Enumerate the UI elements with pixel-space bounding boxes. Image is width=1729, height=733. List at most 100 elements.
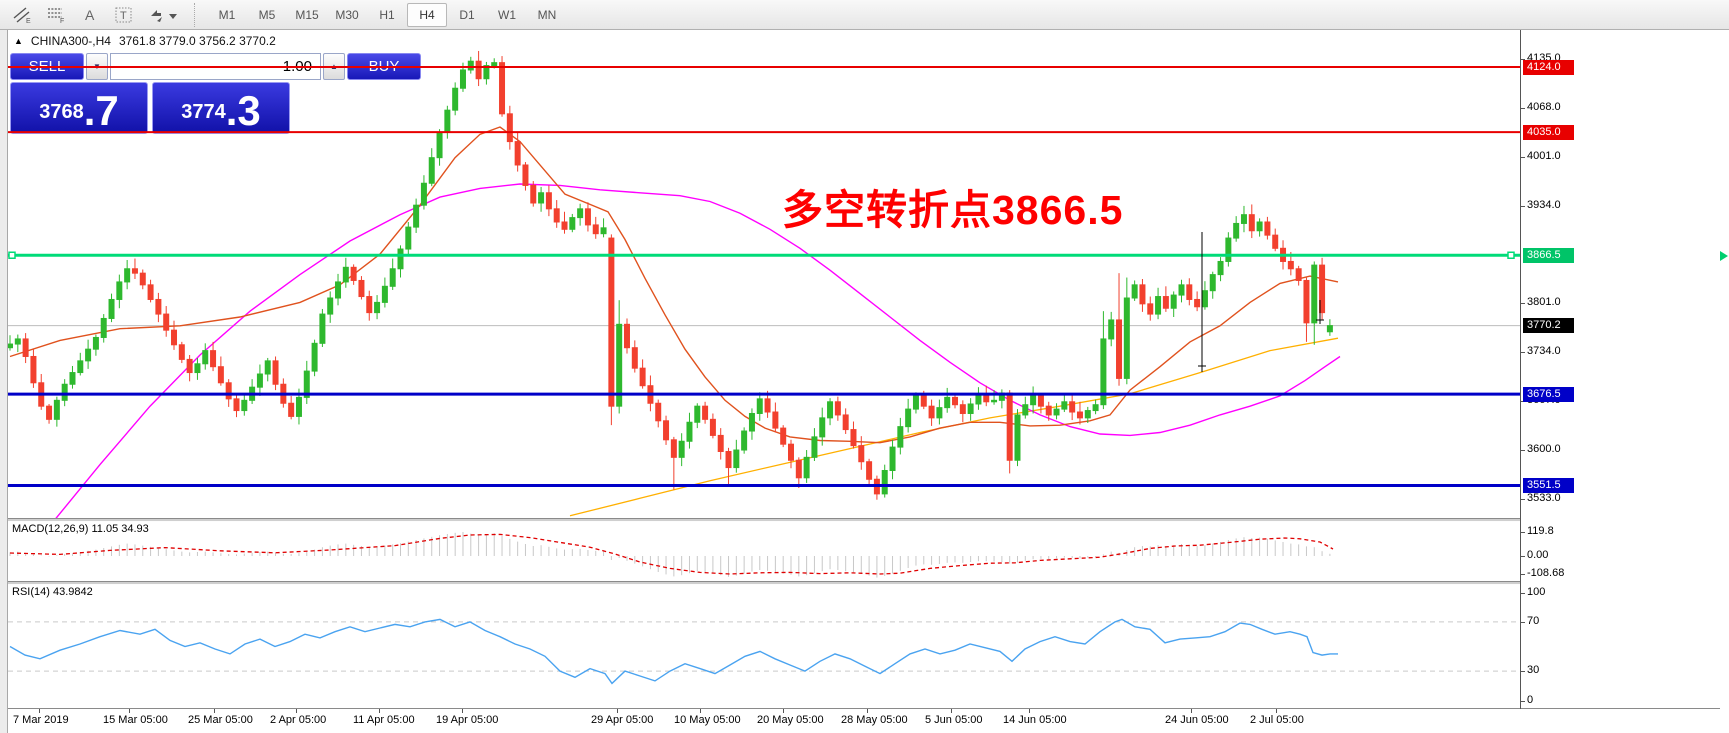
candle-body [413, 204, 420, 228]
candle-body [811, 436, 818, 458]
rsi-scale-100: 100 [1527, 586, 1546, 598]
timeframe-w1[interactable]: W1 [498, 7, 516, 22]
candle-body [69, 372, 76, 385]
candle-body [131, 268, 138, 274]
macd-panel-separator[interactable] [8, 518, 1520, 522]
candle-body [1162, 296, 1169, 309]
candle-body [912, 395, 919, 410]
arrows-icon[interactable] [142, 2, 184, 28]
timeframe-m30[interactable]: M30 [335, 7, 359, 22]
timeframe-h4[interactable]: H4 [407, 2, 447, 27]
candle-body [850, 429, 857, 447]
candle-body [1287, 260, 1294, 270]
price-tick-3533: 3533.0 [1527, 492, 1561, 504]
candle-body [241, 399, 248, 412]
axis-tick [1521, 671, 1525, 673]
rsi-line [9, 618, 1338, 685]
candle-body [139, 272, 146, 286]
candle-body [171, 329, 178, 346]
timeframe-group: M1 M5 M15 M30 H1 H4 D1 W1 MN [207, 2, 567, 27]
candle-body [155, 298, 162, 315]
candle-body [46, 405, 53, 420]
candle-body [272, 360, 279, 385]
date-tick [951, 709, 952, 713]
ma-fast-line [9, 126, 1339, 444]
timeframe-m1[interactable]: M1 [218, 7, 236, 22]
macd-label: MACD(12,26,9) 11.05 34.93 [12, 523, 149, 535]
timeframe-mn[interactable]: MN [537, 7, 557, 22]
candle-body [467, 60, 474, 71]
text-label-icon[interactable]: A [74, 2, 106, 28]
buy-price-base: 3774 [181, 101, 226, 123]
level-handle-icon[interactable] [8, 251, 16, 259]
candle-body [100, 317, 107, 338]
date-tick [700, 709, 701, 713]
price-tick-3600: 3600.0 [1527, 443, 1561, 456]
candle-body [600, 227, 607, 235]
fibonacci-icon[interactable]: F [40, 2, 72, 28]
candle-body [1037, 395, 1044, 407]
candle-body [952, 396, 959, 406]
candle-body [975, 393, 982, 405]
date-label: 2 Jul 05:00 [1250, 714, 1304, 726]
candle-body [741, 430, 748, 451]
axis-tick [1521, 303, 1525, 305]
price-tick-3734: 3734.0 [1527, 345, 1561, 358]
candle-body [748, 412, 755, 432]
date-label: 10 May 05:00 [674, 714, 741, 726]
candle-body [366, 296, 373, 314]
price-tick-4068: 4068.0 [1527, 100, 1561, 113]
candle-body [8, 343, 13, 349]
candle-body [530, 184, 537, 204]
symbol-label: CHINA300-,H4 [30, 34, 111, 48]
candle-body [1272, 234, 1279, 249]
candle-body [1186, 284, 1193, 300]
candle-body [350, 266, 357, 281]
candle-body [725, 450, 732, 469]
candle-body [436, 131, 443, 159]
candle-body [788, 443, 794, 461]
level-price-chip-4035.0: 4035.0 [1523, 124, 1574, 140]
level-handle-icon[interactable] [1507, 251, 1515, 259]
rsi-label: RSI(14) 43.9842 [12, 586, 93, 598]
candle-body [1108, 319, 1115, 340]
candle-body [295, 396, 302, 417]
svg-text:A: A [85, 7, 95, 23]
candle-body [616, 323, 623, 407]
candle-body [459, 69, 466, 89]
price-axis-line [1520, 30, 1521, 709]
timeframe-m5[interactable]: M5 [258, 7, 276, 22]
candle-body [210, 350, 217, 368]
candle-body [1123, 297, 1130, 379]
candle-body [499, 62, 506, 115]
buy-price-display[interactable]: 3774 .3 [152, 82, 290, 134]
date-tick [296, 709, 297, 713]
collapse-icon[interactable]: ▲ [14, 36, 23, 46]
candle-body [256, 373, 263, 388]
date-tick [1191, 709, 1192, 713]
rsi-panel-separator[interactable] [8, 581, 1520, 585]
candle-body [920, 395, 927, 407]
date-label: 14 Jun 05:00 [1003, 714, 1067, 726]
candle-body [1045, 405, 1052, 416]
candle-body [1030, 395, 1037, 406]
timeframe-m15[interactable]: M15 [295, 7, 319, 22]
timeframe-h1[interactable]: H1 [379, 7, 395, 22]
candle-body [217, 366, 224, 384]
candle-body [756, 398, 763, 414]
candle-body [1147, 303, 1154, 315]
candle-body [655, 402, 662, 422]
candle-body [233, 398, 240, 412]
level-price-chip-4124.0: 4124.0 [1523, 59, 1574, 75]
candle-body [389, 268, 396, 287]
axis-tick [1521, 556, 1525, 557]
candle-body [1170, 294, 1177, 309]
date-tick [39, 709, 40, 713]
axis-tick [1521, 156, 1525, 158]
candle-body [14, 338, 21, 345]
timeframe-d1[interactable]: D1 [459, 7, 475, 22]
sell-price-display[interactable]: 3768 .7 [10, 82, 148, 134]
text-icon[interactable]: T [108, 2, 140, 28]
price-tick-4001: 4001.0 [1527, 149, 1561, 162]
equidistant-channel-icon[interactable]: E [6, 2, 38, 28]
